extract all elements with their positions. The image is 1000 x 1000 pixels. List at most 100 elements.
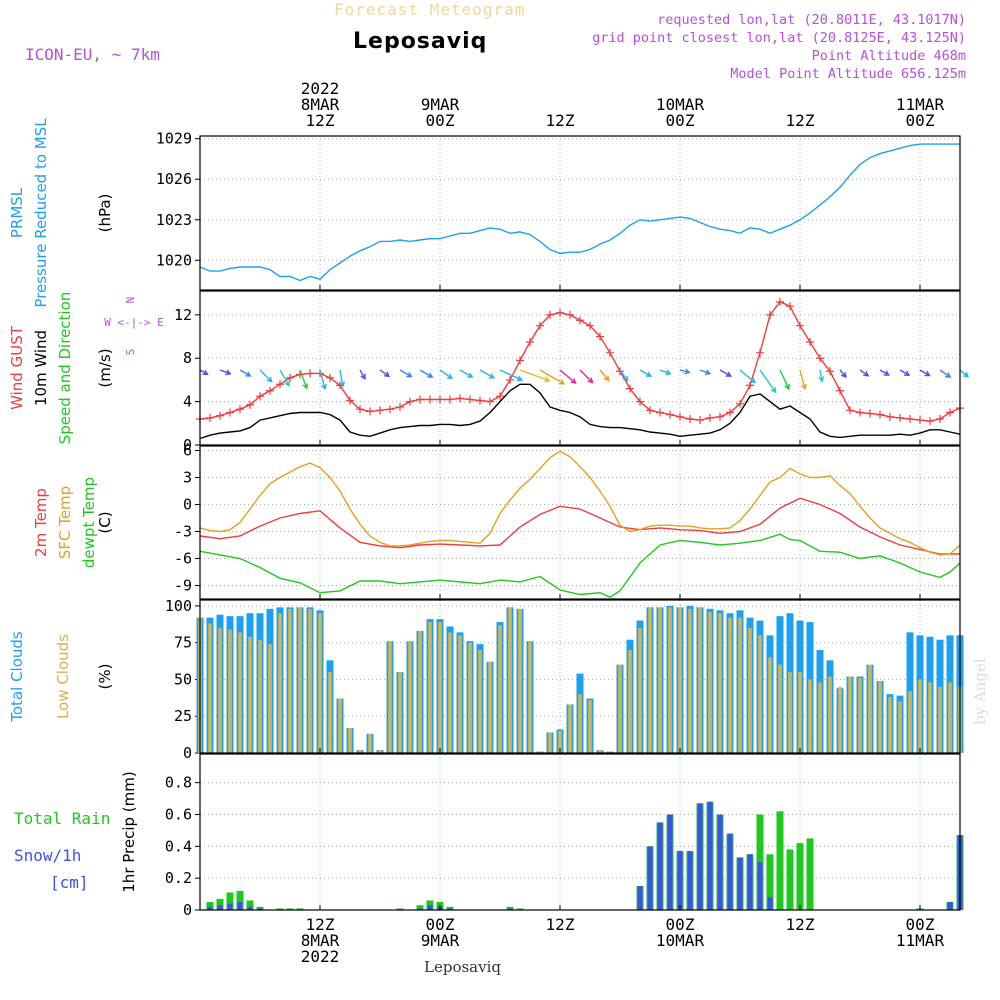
low-cloud-bar <box>838 686 842 753</box>
gust-marker <box>686 414 694 423</box>
low-cloud-bar <box>418 630 422 753</box>
location-title: Leposaviq <box>353 29 487 54</box>
low-cloud-bar <box>818 682 822 753</box>
snow-bar <box>657 822 663 910</box>
snow-bar <box>707 801 713 910</box>
rain-bar <box>806 838 814 910</box>
watermark: by Angel <box>971 658 989 725</box>
bottom-time-label: 12Z <box>546 915 575 934</box>
wind-arrow-icon <box>899 369 911 377</box>
y-tick-label: 100 <box>165 597 192 615</box>
bottom-time-label: 12Z <box>306 915 335 934</box>
super-title: Forecast Meteogram <box>334 0 525 19</box>
y-tick-label: 0 <box>183 496 192 514</box>
gust-marker <box>586 321 594 330</box>
low-cloud-bar <box>568 704 572 753</box>
y-tick-label: 6 <box>183 442 192 460</box>
low-cloud-bar <box>208 623 212 753</box>
snow-bar <box>757 862 763 910</box>
wind-arrow-icon <box>219 369 232 376</box>
top-time-label: 12Z <box>546 111 575 130</box>
gust-marker <box>846 406 854 415</box>
y-tick-label: -9 <box>174 577 192 595</box>
panel-precip: 0 0.2 0.4 0.6 0.8 1hr Precip (mm) Total Rain Sn… <box>14 753 964 919</box>
precip-side-label: [cm] <box>50 873 89 892</box>
series-line-prmsl <box>199 143 960 282</box>
wind-arrow-icon <box>619 369 629 382</box>
low-cloud-bar <box>868 664 872 753</box>
gust-marker <box>256 392 264 401</box>
gust-marker <box>246 400 254 409</box>
snow-bar <box>217 905 223 910</box>
gust-marker <box>666 410 674 419</box>
panel-ylabel: dewpt Temp <box>80 477 98 568</box>
wind-arrow-icon <box>239 369 252 377</box>
rain-bar <box>776 811 784 910</box>
panel-frame <box>199 753 961 911</box>
gust-marker <box>416 395 424 404</box>
y-tick-label: 50 <box>174 670 192 688</box>
wind-arrow-icon <box>419 369 434 378</box>
low-cloud-bar <box>658 607 662 753</box>
wind-arrow-icon <box>479 369 496 379</box>
compass-we: W <-|-> E <box>104 316 164 329</box>
snow-bar <box>737 857 743 910</box>
panel-pressure: 1020 1023 1026 1029 PRMSL Pressure Reduced to… <box>8 118 961 308</box>
gust-marker <box>536 321 544 330</box>
low-cloud-bar <box>458 635 462 753</box>
y-tick-label: 1020 <box>156 251 192 269</box>
low-cloud-bar <box>748 627 752 753</box>
gust-marker <box>286 373 294 382</box>
gust-marker <box>596 332 604 341</box>
panel-ylabel: 1hr Precip (mm) <box>120 771 138 892</box>
gust-marker <box>406 397 414 406</box>
bottom-time-label: 11MAR <box>896 931 945 950</box>
low-cloud-bar <box>918 679 922 753</box>
requested-coords: requested lon,lat (20.8011E, 43.1017N) <box>657 12 966 28</box>
gust-marker <box>776 297 784 306</box>
top-time-label: 00Z <box>426 111 455 130</box>
rain-bar <box>226 892 234 910</box>
low-cloud-bar <box>908 691 912 753</box>
wind-arrow-icon <box>739 369 757 384</box>
low-cloud-bar <box>758 635 762 753</box>
y-tick-label: 0 <box>183 744 192 762</box>
series-line-10m-wind <box>199 383 961 440</box>
low-cloud-bar <box>718 613 722 753</box>
grid-point-coords: grid point closest lon,lat (20.8125E, 43… <box>592 30 966 46</box>
wind-arrow-icon <box>339 369 346 388</box>
snow-bar <box>447 908 453 910</box>
gust-marker <box>366 407 374 416</box>
low-cloud-bar <box>938 686 942 753</box>
panel-ylabel: Low Clouds <box>54 634 72 719</box>
wind-arrow-icon <box>319 369 327 391</box>
y-tick-label: 3 <box>183 469 192 487</box>
gust-marker <box>826 367 834 376</box>
low-cloud-bar <box>348 727 352 753</box>
gust-marker <box>426 395 434 404</box>
y-tick-label: 0.8 <box>165 774 192 792</box>
wind-arrow-icon <box>199 369 209 376</box>
wind-arrow-icon <box>799 369 807 391</box>
low-cloud-bar <box>648 607 652 753</box>
low-cloud-bar <box>328 672 332 753</box>
low-cloud-bar <box>728 617 732 753</box>
low-cloud-bar <box>628 650 632 753</box>
wind-arrow-icon <box>959 369 970 378</box>
low-cloud-bar <box>358 750 362 753</box>
rain-bar <box>236 890 244 910</box>
precip-side-label: Snow/1h <box>14 846 81 865</box>
rain-bar <box>286 908 294 910</box>
panel-frame <box>199 290 961 446</box>
gust-marker <box>646 406 654 415</box>
wind-arrow-icon <box>679 368 691 375</box>
snow-bar <box>427 905 433 910</box>
low-cloud-bar <box>548 732 552 753</box>
panel-ylabel: 2m Temp <box>32 488 50 557</box>
panel-unit: (m/s) <box>96 348 114 387</box>
gust-marker <box>506 375 514 384</box>
gust-marker <box>676 412 684 421</box>
panel-unit: (%) <box>96 664 114 690</box>
low-cloud-bar <box>478 650 482 753</box>
low-cloud-bar <box>588 700 592 753</box>
